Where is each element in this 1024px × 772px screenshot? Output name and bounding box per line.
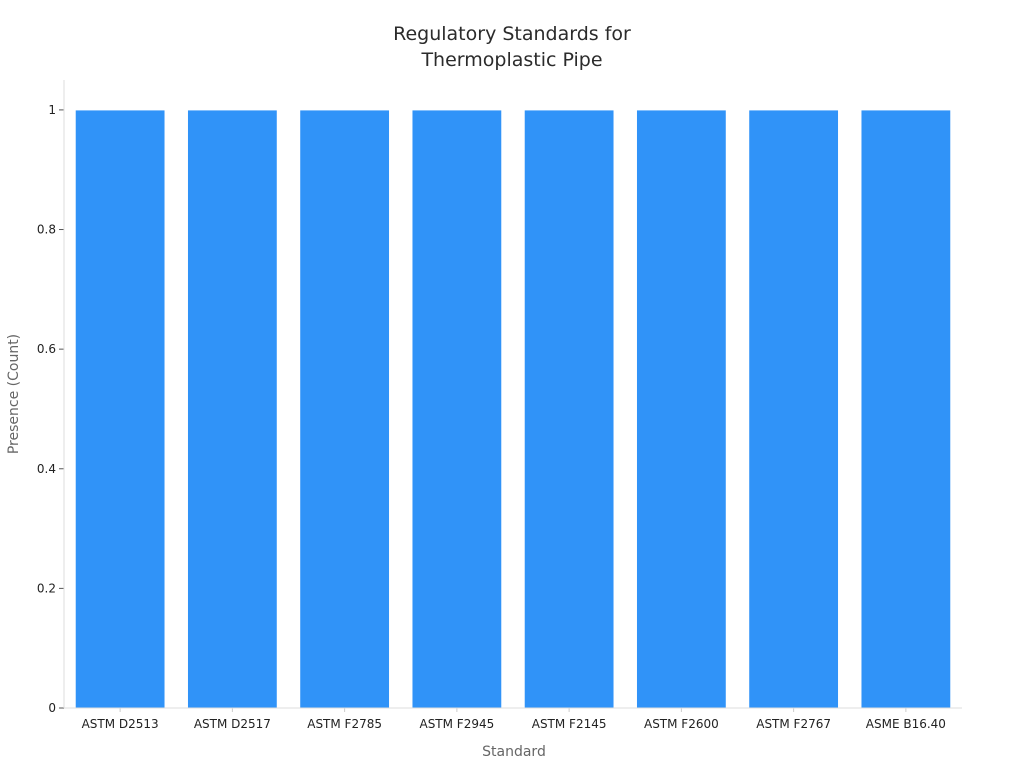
- y-axis-title: Presence (Count): [6, 334, 22, 454]
- bars-group: [74, 109, 952, 709]
- bar-4: [523, 109, 615, 709]
- chart-title-line-2: Thermoplastic Pipe: [420, 49, 602, 71]
- y-tick-label: 0.8: [37, 223, 56, 237]
- y-axis-ticks: 0 0.2 0.4 0.6 0.8 1: [37, 103, 64, 715]
- x-tick-label: ASTM F2145: [532, 717, 607, 731]
- x-tick-label: ASME B16.40: [866, 717, 946, 731]
- bar-3: [411, 109, 503, 709]
- bar-6: [748, 109, 840, 709]
- x-tick-label: ASTM F2785: [307, 717, 382, 731]
- x-tick-label: ASTM F2767: [756, 717, 831, 731]
- chart-title-line-1: Regulatory Standards for: [393, 23, 631, 45]
- y-tick-label: 1: [48, 103, 56, 117]
- x-tick-label: ASTM D2513: [82, 717, 159, 731]
- bar-7: [860, 109, 952, 709]
- bar-5: [635, 109, 727, 709]
- x-tick-label: ASTM D2517: [194, 717, 271, 731]
- x-axis-ticks: ASTM D2513 ASTM D2517 ASTM F2785 ASTM F2945…: [82, 708, 946, 731]
- y-tick-label: 0.2: [37, 581, 56, 595]
- bar-0: [74, 109, 166, 709]
- x-tick-label: ASTM F2945: [419, 717, 494, 731]
- x-tick-label: ASTM F2600: [644, 717, 719, 731]
- y-tick-label: 0.6: [37, 342, 56, 356]
- bar-1: [186, 109, 278, 709]
- y-tick-label: 0.4: [37, 462, 56, 476]
- x-axis-title: Standard: [482, 744, 546, 760]
- y-tick-label: 0: [48, 701, 56, 715]
- bar-2: [299, 109, 391, 709]
